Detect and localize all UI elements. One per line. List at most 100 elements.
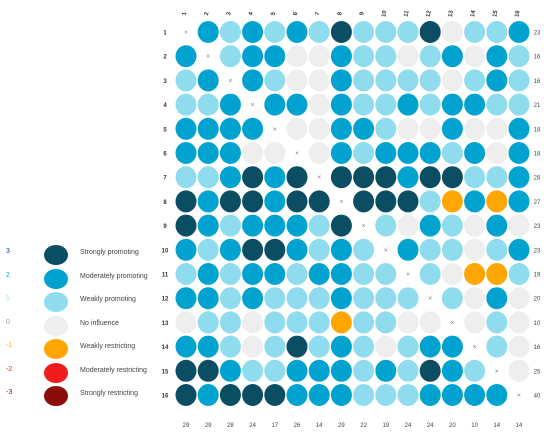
- matrix-cell: [464, 166, 486, 189]
- row-header-11: 11: [162, 273, 169, 279]
- diagonal-marker: ×: [317, 175, 321, 182]
- matrix-cell: [219, 359, 241, 382]
- matrix-cell: [197, 142, 219, 164]
- matrix-cell: [353, 287, 375, 310]
- matrix-cell: [508, 45, 530, 68]
- col-sum: 14: [516, 423, 523, 429]
- row-sum: 18: [534, 152, 541, 158]
- diagonal-marker: ×: [273, 126, 277, 133]
- matrix-cell: [419, 214, 441, 237]
- matrix-cell: [486, 263, 508, 285]
- matrix-cell: [219, 214, 241, 237]
- matrix-cell: [486, 311, 508, 334]
- matrix-cell: [508, 263, 530, 285]
- matrix-cell: [242, 45, 264, 68]
- matrix-cell: [175, 359, 197, 382]
- legend-swatch: [44, 292, 68, 312]
- matrix-cell: [397, 93, 419, 116]
- matrix-cell: [286, 359, 308, 382]
- legend-score: -1: [6, 342, 13, 349]
- matrix-cell: [330, 384, 352, 406]
- legend-item: -1 Weakly restricting: [0, 339, 160, 359]
- legend-swatch: [44, 268, 68, 289]
- col-header-5: 5: [271, 11, 278, 16]
- col-sum: 29: [205, 423, 212, 429]
- matrix-cell: [286, 69, 308, 92]
- matrix-cell: [441, 190, 463, 213]
- diagonal-marker: ×: [228, 78, 232, 85]
- matrix-cell: [197, 263, 219, 285]
- matrix-cell: [486, 69, 508, 92]
- matrix-cell: [286, 214, 308, 237]
- legend-label: Moderately promoting: [80, 272, 148, 280]
- col-sum: 14: [316, 423, 323, 429]
- row-sum: 25: [534, 369, 541, 375]
- matrix-cell: [375, 69, 397, 92]
- matrix-cell: [330, 142, 352, 164]
- matrix-cell: [264, 263, 286, 285]
- matrix-cell: [441, 263, 463, 285]
- matrix-cell: [264, 93, 286, 116]
- legend-swatch: [44, 315, 68, 336]
- diagonal-marker: ×: [384, 247, 388, 254]
- diagonal-marker: ×: [362, 223, 366, 230]
- row-header-1: 1: [163, 31, 167, 37]
- matrix-cell: [464, 142, 486, 164]
- col-header-1: 1: [182, 11, 189, 16]
- col-header-4: 4: [248, 11, 255, 16]
- matrix-cell: [397, 335, 419, 358]
- row-sum: 19: [534, 273, 541, 279]
- matrix-cell: [197, 359, 219, 382]
- col-sum: 17: [271, 423, 278, 429]
- row-sum: 21: [534, 103, 541, 109]
- row-header-10: 10: [162, 248, 169, 254]
- diagonal-marker: ×: [495, 368, 499, 375]
- matrix-cell: [508, 238, 530, 261]
- row-header-9: 9: [163, 224, 167, 230]
- matrix-cell: [330, 214, 352, 237]
- matrix-cell: [175, 45, 197, 68]
- matrix-cell: [197, 117, 219, 140]
- matrix-cell: [397, 45, 419, 68]
- matrix-cell: [219, 21, 241, 43]
- matrix-cell: [419, 190, 441, 213]
- matrix-cell: [197, 93, 219, 116]
- legend-swatch: [44, 386, 68, 406]
- row-header-7: 7: [163, 176, 167, 182]
- matrix-cell: [219, 117, 241, 140]
- matrix-cell: [419, 117, 441, 140]
- matrix-cell: [175, 93, 197, 116]
- matrix-cell: [286, 93, 308, 116]
- col-sum: 26: [294, 423, 301, 429]
- matrix-cell: [286, 335, 308, 358]
- matrix-cell: [397, 166, 419, 189]
- matrix-cell: [219, 166, 241, 189]
- col-header-9: 9: [359, 11, 366, 16]
- matrix-cell: [397, 359, 419, 382]
- matrix-cell: [242, 359, 264, 382]
- row-sum: 23: [534, 224, 541, 230]
- matrix-cell: [197, 190, 219, 213]
- matrix-cell: [464, 45, 486, 68]
- matrix-cell: [242, 166, 264, 189]
- row-header-5: 5: [163, 127, 167, 133]
- matrix-cell: [197, 287, 219, 310]
- matrix-cell: [353, 263, 375, 285]
- matrix-cell: [441, 238, 463, 261]
- legend-swatch: [44, 362, 68, 383]
- matrix-cell: [353, 142, 375, 164]
- matrix-cell: [308, 238, 330, 261]
- matrix-cell: [308, 335, 330, 358]
- col-header-10: 10: [381, 9, 388, 17]
- matrix-cell: [508, 142, 530, 164]
- matrix-cell: [197, 311, 219, 334]
- matrix-cell: [219, 93, 241, 116]
- legend: 3 Strongly promoting 2 Moderately promoting…: [0, 0, 160, 436]
- matrix-cell: [441, 142, 463, 164]
- matrix-cell: [375, 45, 397, 68]
- matrix-cell: [464, 287, 486, 310]
- row-sum: 10: [534, 321, 541, 327]
- matrix-cell: [264, 142, 286, 164]
- matrix-cell: [330, 335, 352, 358]
- col-header-6: 6: [293, 11, 300, 16]
